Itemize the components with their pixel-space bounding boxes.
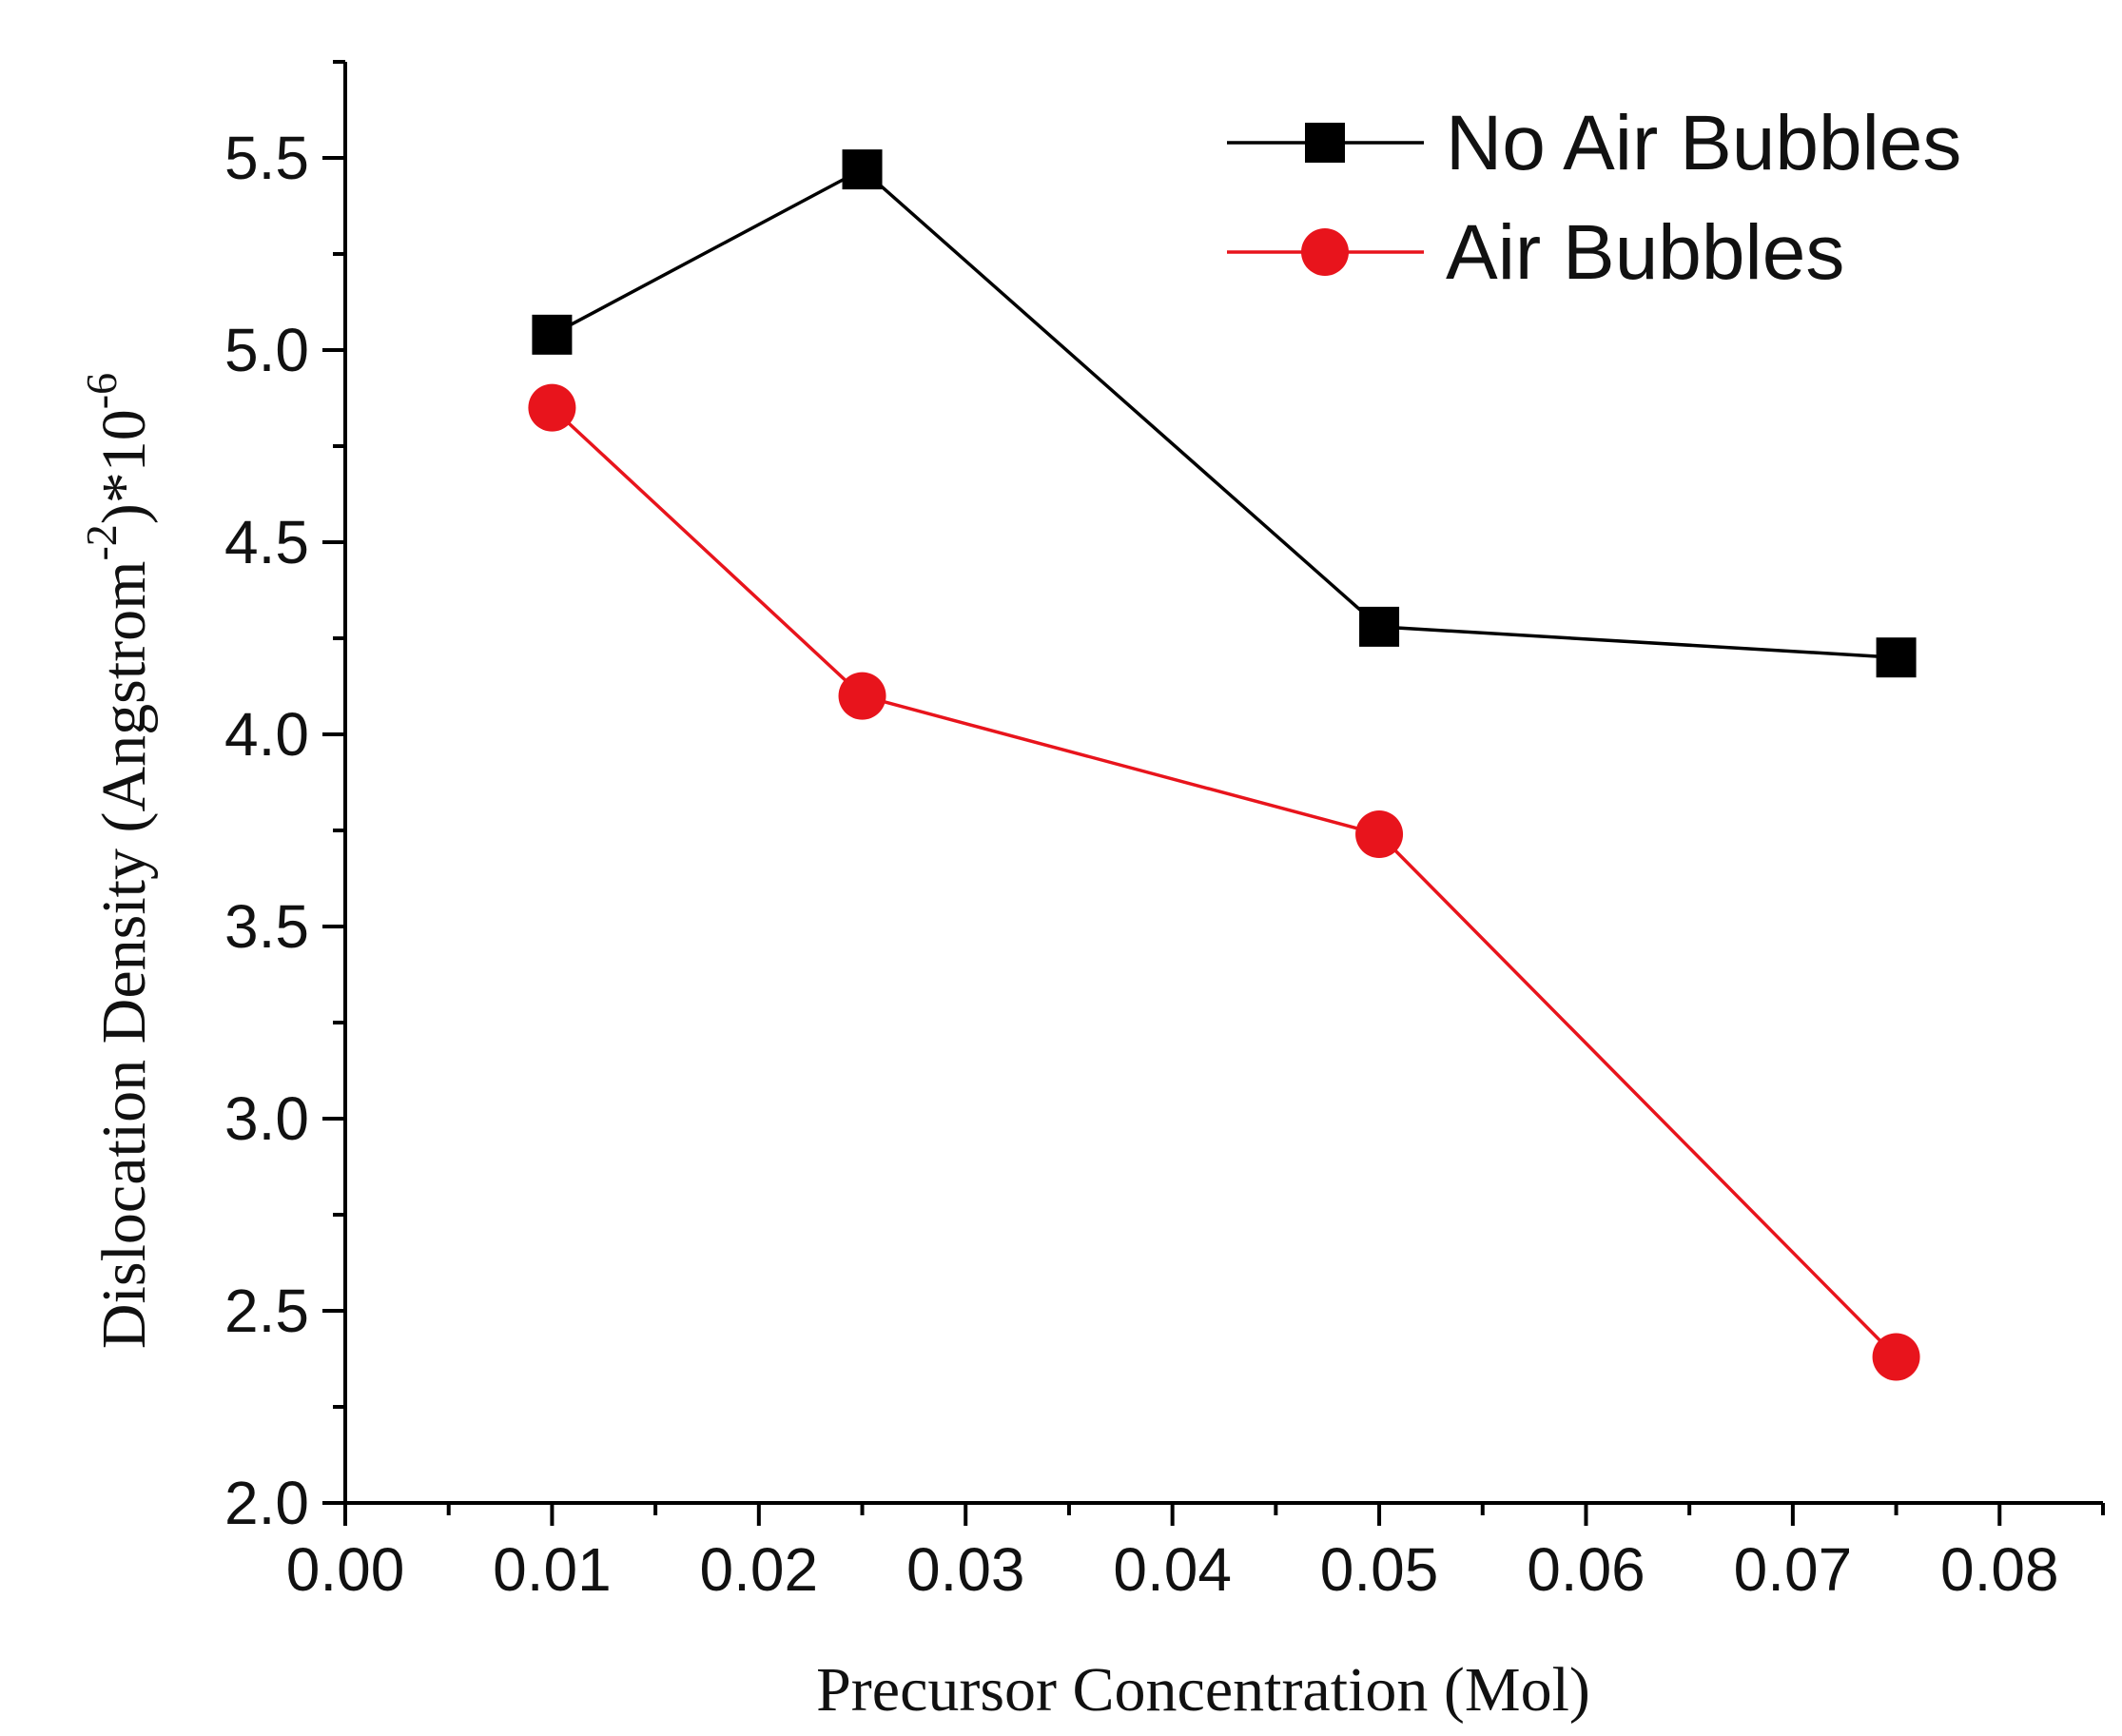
data-point-circle	[838, 672, 886, 720]
series-air-bubbles	[528, 383, 1920, 1381]
x-tick-label: 0.05	[1320, 1535, 1439, 1604]
legend-marker-square	[1305, 123, 1345, 163]
series-layer	[528, 149, 1920, 1381]
data-point-square	[842, 149, 883, 190]
y-axis: 2.0 2.5 3.0 3.5 4.0 4.5 5.0 5.5	[224, 60, 345, 1537]
data-point-circle	[1872, 1333, 1920, 1381]
x-tick-label: 0.01	[493, 1535, 612, 1604]
legend-item: No Air Bubbles	[1227, 100, 1961, 186]
x-axis-title: Precursor Concentration (Mol)	[816, 1655, 1590, 1725]
legend-item: Air Bubbles	[1227, 209, 1844, 296]
y-axis-title: Dislocation Density (Angstrom-2)*10-6	[77, 373, 159, 1349]
data-point-square	[1876, 637, 1917, 678]
y-tick-label: 4.5	[224, 508, 309, 576]
legend: No Air Bubbles Air Bubbles	[1227, 100, 1961, 296]
y-tick-label: 3.5	[224, 892, 309, 961]
series-line	[551, 406, 1898, 1358]
y-tick-label: 2.5	[224, 1277, 309, 1345]
x-tick-label: 0.03	[906, 1535, 1025, 1604]
x-tick-label: 0.08	[1940, 1535, 2059, 1604]
data-point-circle	[528, 383, 576, 432]
y-axis-title-suffix-exponent: -6	[77, 373, 126, 409]
data-point-square	[1359, 606, 1400, 647]
x-tick-label: 0.02	[700, 1535, 819, 1604]
x-tick-label: 0.07	[1734, 1535, 1853, 1604]
y-tick-label: 5.0	[224, 316, 309, 384]
y-tick-label: 3.0	[224, 1084, 309, 1153]
data-point-circle	[1355, 810, 1404, 859]
x-tick-label: 0.06	[1527, 1535, 1645, 1604]
y-axis-title-exponent: -2	[77, 524, 126, 560]
x-tick-label: 0.04	[1113, 1535, 1232, 1604]
x-tick-label: 0.00	[286, 1535, 405, 1604]
plot-frame	[343, 62, 2103, 1505]
data-point-square	[532, 314, 573, 355]
y-tick-label: 4.0	[224, 700, 309, 769]
series-line	[551, 167, 1897, 659]
y-axis-title-main: Dislocation Density (Angstrom	[89, 561, 159, 1350]
legend-marker-circle	[1301, 228, 1349, 276]
series-no-air-bubbles	[532, 149, 1917, 678]
y-axis-title-suffix: )*10	[89, 409, 159, 524]
legend-label: Air Bubbles	[1446, 209, 1844, 296]
y-tick-label: 2.0	[224, 1469, 309, 1537]
legend-label: No Air Bubbles	[1446, 100, 1961, 186]
y-tick-label: 5.5	[224, 124, 309, 192]
x-axis: 0.00 0.01 0.02 0.03 0.04 0.05 0.06 0.07 0.08	[286, 1503, 2105, 1604]
